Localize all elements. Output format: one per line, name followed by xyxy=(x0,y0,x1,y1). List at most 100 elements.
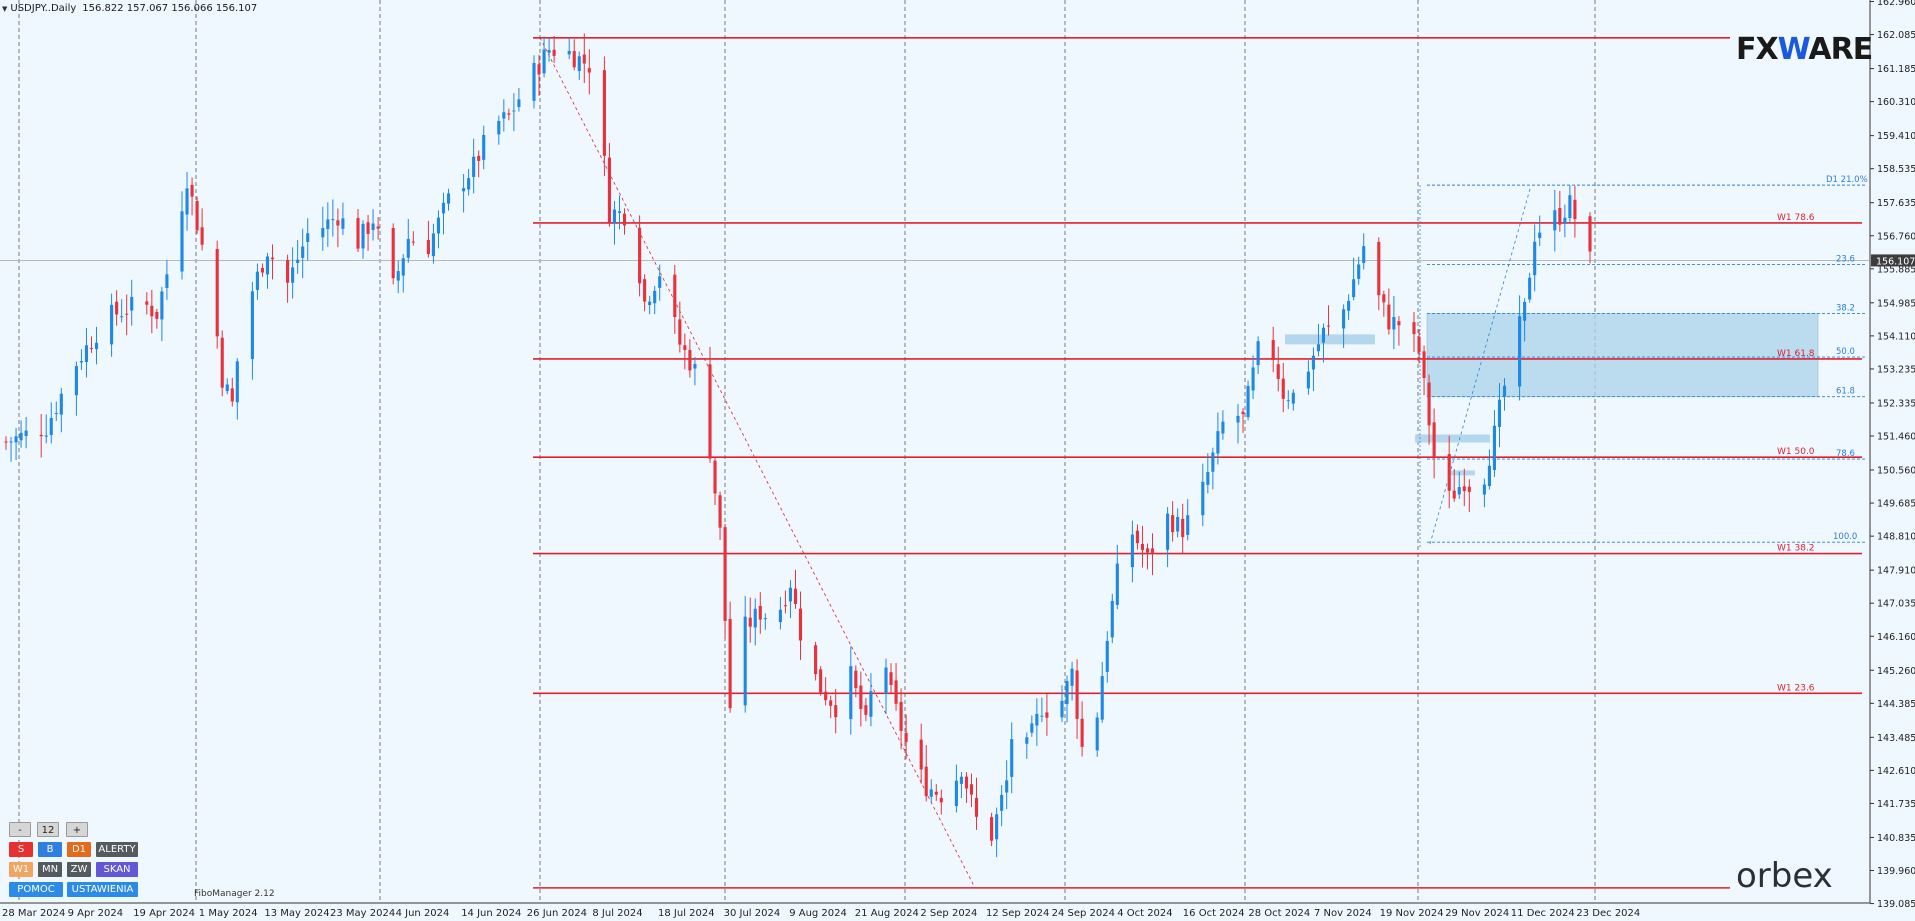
small-zone xyxy=(1285,334,1375,345)
candle-body xyxy=(1130,534,1134,568)
candle-body xyxy=(94,342,99,350)
bullish-candle xyxy=(1311,347,1315,392)
candle-body xyxy=(306,233,310,242)
help-button[interactable]: POMOC xyxy=(9,882,63,897)
bearish-candle xyxy=(934,784,938,801)
price-tick-label: 162.960 xyxy=(1877,0,1915,8)
supply-demand-zone[interactable] xyxy=(1426,313,1819,398)
alerts-button[interactable]: ALERTY xyxy=(96,842,138,857)
candle-body xyxy=(1241,411,1245,415)
small-zone xyxy=(1450,470,1475,476)
time-axis-label: 4 Oct 2024 xyxy=(1117,908,1172,919)
time-axis-label: 8 Jul 2024 xyxy=(592,908,642,919)
bullish-candle xyxy=(1035,698,1039,746)
bullish-candle xyxy=(396,260,400,294)
time-axis-label: 29 Nov 2024 xyxy=(1445,908,1509,919)
increase-button[interactable]: + xyxy=(66,822,88,837)
bullish-candle xyxy=(542,36,546,78)
price-tick-label: 144.385 xyxy=(1877,699,1915,710)
candle-body xyxy=(693,363,697,369)
bullish-candle xyxy=(59,387,63,433)
bullish-candle xyxy=(1246,380,1250,421)
sell-button[interactable]: S xyxy=(9,842,33,857)
bullish-candle xyxy=(1070,661,1074,701)
dropdown-triangle-icon[interactable]: ▼ xyxy=(2,5,8,13)
bullish-candle xyxy=(1568,185,1572,223)
bullish-candle xyxy=(1060,685,1064,723)
bearish-candle xyxy=(899,688,903,750)
bearish-candle xyxy=(200,208,204,251)
candle-body xyxy=(411,241,415,243)
zw-button[interactable]: ZW xyxy=(67,862,91,877)
w1-button[interactable]: W1 xyxy=(9,862,33,877)
bearish-candle xyxy=(904,714,908,760)
candle-body xyxy=(467,178,471,190)
bearish-candle xyxy=(824,677,828,706)
candle-body xyxy=(391,228,395,279)
candle-body xyxy=(331,219,335,221)
fib-level-label: 23.6 xyxy=(1836,254,1855,264)
candle-body xyxy=(1246,385,1250,418)
candle-body xyxy=(1201,481,1205,516)
candle-body xyxy=(120,316,124,318)
bearish-candle xyxy=(1387,288,1391,335)
candle-body xyxy=(673,274,677,318)
bearish-candle xyxy=(537,54,541,96)
bearish-candle xyxy=(713,457,717,506)
candle-body xyxy=(1427,382,1431,426)
candle-body xyxy=(230,388,234,402)
candle-body xyxy=(1115,563,1119,605)
bullish-candle xyxy=(371,209,375,241)
candle-body xyxy=(1452,490,1456,499)
bearish-candle xyxy=(718,491,722,541)
mn-button[interactable]: MN xyxy=(38,862,62,877)
fib-trend-line[interactable] xyxy=(1429,188,1531,545)
bearish-candle xyxy=(260,263,265,277)
bearish-candle xyxy=(678,301,682,353)
candle-body xyxy=(1326,325,1331,327)
candle-body xyxy=(125,313,129,315)
buy-button[interactable]: B xyxy=(38,842,62,857)
candle-body xyxy=(542,49,546,74)
bearish-candle xyxy=(814,641,818,681)
candle-body xyxy=(829,700,833,706)
bearish-candle xyxy=(477,150,481,178)
bullish-candle xyxy=(1518,295,1522,401)
trend-line[interactable] xyxy=(539,37,976,889)
bullish-candle xyxy=(1497,383,1502,448)
bullish-candle xyxy=(995,807,999,858)
bearish-candle xyxy=(864,697,868,722)
bullish-candle xyxy=(1533,224,1537,292)
bullish-candle xyxy=(1236,403,1240,444)
candle-body xyxy=(512,110,516,112)
bullish-candle xyxy=(1256,336,1260,375)
bullish-candle xyxy=(567,38,571,60)
candle-body xyxy=(798,608,803,641)
bearish-candle xyxy=(4,436,8,450)
decrease-button[interactable]: - xyxy=(9,822,31,837)
bearish-candle xyxy=(376,217,380,240)
candle-body xyxy=(19,432,23,441)
candle-body xyxy=(1311,355,1315,370)
bullish-candle xyxy=(110,293,114,357)
count-field[interactable]: 12 xyxy=(37,822,59,837)
candle-body xyxy=(653,290,657,304)
candle-body xyxy=(130,296,134,311)
candle-body xyxy=(59,393,63,415)
settings-button[interactable]: USTAWIENIA xyxy=(67,882,138,897)
candle-body xyxy=(995,814,999,840)
candle-body xyxy=(1538,232,1542,239)
candle-body xyxy=(180,211,184,272)
time-axis-label: 18 Jul 2024 xyxy=(658,908,715,919)
bullish-candle xyxy=(1176,508,1180,538)
candle-body xyxy=(1487,465,1491,487)
d1-button[interactable]: D1 xyxy=(67,842,91,857)
bearish-candle xyxy=(748,597,752,643)
scan-button[interactable]: SKAN xyxy=(96,862,138,877)
bullish-candle xyxy=(255,263,259,300)
candle-body xyxy=(814,645,818,675)
candle-body xyxy=(260,268,265,273)
candle-body xyxy=(1286,400,1290,402)
